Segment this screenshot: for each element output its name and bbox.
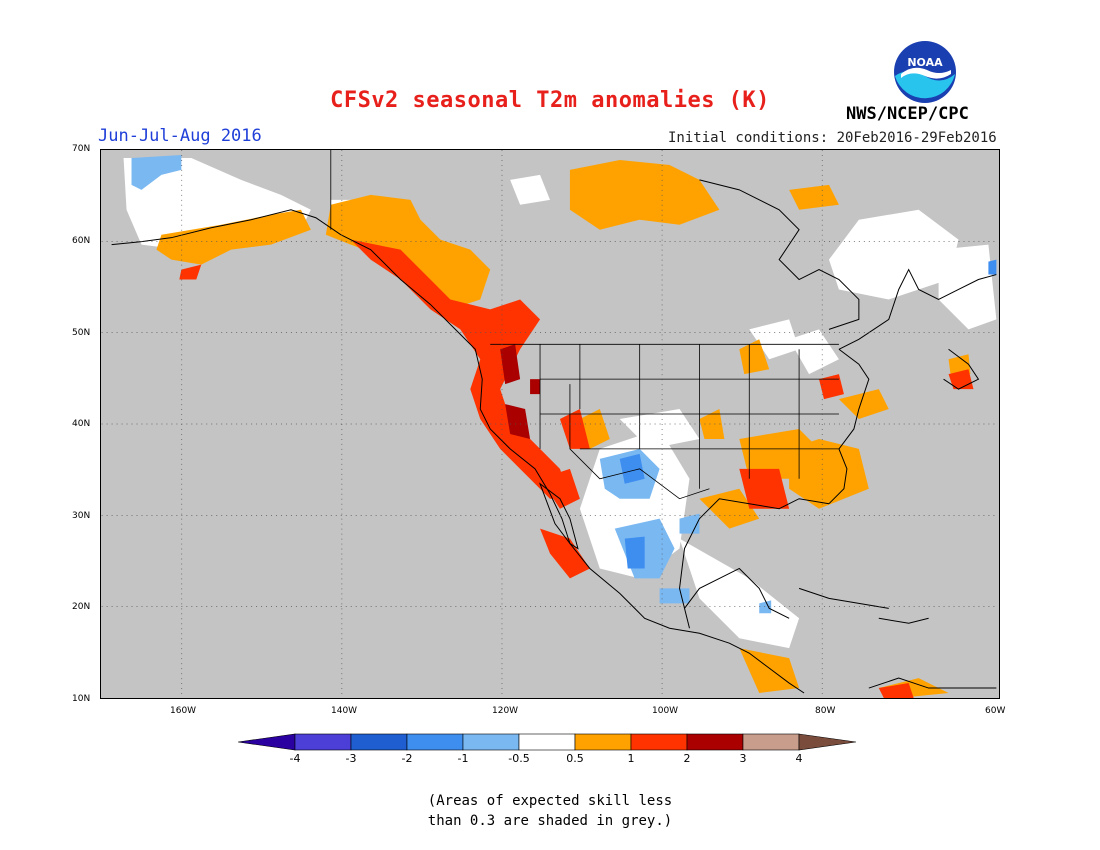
colorbar-label: -1 — [457, 752, 469, 765]
skill-note-line1: (Areas of expected skill less — [427, 793, 673, 809]
lon-tick-140w: 140W — [331, 706, 358, 716]
lon-tick-120w: 120W — [492, 706, 519, 716]
graticule — [101, 150, 999, 698]
lat-tick-60n: 60N — [72, 236, 91, 246]
colorbar-segment — [518, 733, 576, 751]
colorbar-segment — [686, 733, 744, 751]
colorbar-segment-left-end — [238, 733, 296, 751]
colorbar-segment — [742, 733, 800, 751]
colorbar-label: 0.5 — [566, 752, 584, 765]
lat-tick-20n: 20N — [72, 602, 91, 612]
colorbar-segment — [630, 733, 688, 751]
lat-tick-70n: 70N — [72, 144, 91, 154]
coastlines — [111, 179, 997, 694]
colorbar-segment — [574, 733, 632, 751]
warm-anomaly-2-to-3 — [500, 344, 541, 439]
colorbar-segment — [350, 733, 408, 751]
colorbar-segment-right-end — [798, 733, 857, 751]
lon-tick-160w: 160W — [170, 706, 197, 716]
colorbar-label: 2 — [683, 752, 691, 765]
colorbar-segment — [462, 733, 520, 751]
colorbar-segment — [406, 733, 464, 751]
noaa-logo-icon: NOAA — [894, 41, 956, 103]
logo-text: NOAA — [907, 56, 943, 69]
season-label: Jun-Jul-Aug 2016 — [98, 126, 262, 146]
initial-conditions-label: Initial conditions: 20Feb2016-29Feb2016 — [668, 130, 997, 146]
colorbar — [238, 733, 857, 751]
lat-tick-50n: 50N — [72, 328, 91, 338]
colorbar-label: -2 — [401, 752, 413, 765]
chart-title: CFSv2 seasonal T2m anomalies (K) — [330, 88, 770, 113]
lat-tick-10n: 10N — [72, 694, 91, 704]
lat-tick-40n: 40N — [72, 419, 91, 429]
anomaly-shading — [123, 154, 997, 698]
lon-tick-60w: 60W — [985, 706, 1006, 716]
colorbar-label: 3 — [739, 752, 747, 765]
skill-note: (Areas of expected skill less than 0.3 a… — [0, 791, 1100, 831]
colorbar-label: -3 — [345, 752, 357, 765]
lat-tick-30n: 30N — [72, 511, 91, 521]
agency-label: NWS/NCEP/CPC — [846, 104, 969, 124]
colorbar-segment — [294, 733, 352, 751]
colorbar-label: -4 — [289, 752, 301, 765]
anomaly-map — [100, 149, 1000, 699]
lon-tick-100w: 100W — [652, 706, 679, 716]
lon-tick-80w: 80W — [815, 706, 836, 716]
skill-note-line2: than 0.3 are shaded in grey.) — [427, 813, 673, 829]
political-boundaries — [330, 150, 839, 500]
colorbar-label: 1 — [627, 752, 635, 765]
cool-anomaly-minus-2-to-minus-1 — [619, 259, 997, 569]
colorbar-label: 4 — [795, 752, 803, 765]
colorbar-label: -0.5 — [508, 752, 530, 765]
